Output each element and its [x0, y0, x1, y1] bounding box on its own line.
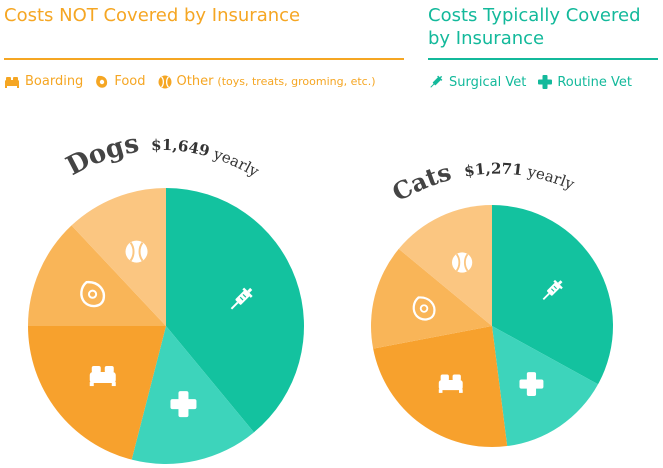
cats-slice-routine-vet [492, 326, 599, 447]
dogs-slice-boarding [28, 326, 166, 460]
food-icon [96, 75, 108, 88]
legend-item-other: Other (toys, treats, grooming, etc.) [158, 74, 376, 89]
legend-item-surgical: Surgical Vet [428, 74, 526, 90]
dogs-total-amount: $1,649 [151, 136, 212, 161]
dogs-slice-other [71, 188, 166, 326]
pie-cats [371, 205, 613, 447]
legend-item-routine: Routine Vet [538, 75, 632, 90]
covered-legend: Surgical Vet Routine Vet [428, 74, 644, 90]
syringe-icon [430, 75, 443, 88]
cats-title-text: Cats [387, 157, 454, 207]
cats-total: $1,271 yearly [463, 160, 577, 194]
cats-total-amount: $1,271 [463, 160, 524, 181]
legend-label-other: Other [176, 74, 214, 89]
legend-note-other: (toys, treats, grooming, etc.) [217, 75, 376, 88]
legend-item-boarding: Boarding [4, 74, 83, 89]
legend-item-food: Food [95, 74, 146, 89]
not-covered-legend: Boarding Food Other (toys, treats, groom… [4, 74, 388, 89]
cats-title: Cats [387, 157, 454, 207]
cats-slice-icon-other [451, 251, 474, 274]
legend-label-routine: Routine Vet [557, 74, 633, 90]
legend-label-boarding: Boarding [25, 74, 84, 89]
dogs-slice-surgical-vet [166, 188, 305, 433]
ball-icon [158, 75, 171, 88]
dogs-total: $1,649 yearly [151, 136, 263, 181]
cats-slice-food [371, 248, 492, 349]
dogs-slice-routine-vet [131, 326, 254, 464]
pie-dogs [28, 188, 305, 464]
legend-label-surgical: Surgical Vet [449, 74, 527, 90]
cats-total-text: $1,271 yearly [463, 160, 577, 194]
legend-label-food: Food [114, 74, 146, 89]
covered-title: Costs Typically Covered by Insurance [428, 5, 641, 49]
pie-charts: Dogs $1,649 yearly Cats $1,271 yearly [28, 129, 613, 464]
dogs-total-period: yearly [210, 144, 262, 180]
cross-icon [538, 75, 553, 89]
dogs-slice-icon-other [124, 239, 149, 264]
dogs-total-text: $1,649 yearly [151, 136, 263, 181]
dogs-title: Dogs [62, 129, 142, 182]
not-covered-title: Costs NOT Covered by Insurance [4, 5, 301, 26]
bed-icon [5, 76, 19, 88]
dogs-title-text: Dogs [62, 129, 142, 182]
cats-total-period: yearly [525, 162, 577, 193]
not-covered-divider [4, 58, 404, 60]
dogs-slice-food [28, 225, 166, 326]
covered-divider [428, 58, 658, 60]
cats-slice-other [398, 205, 492, 326]
